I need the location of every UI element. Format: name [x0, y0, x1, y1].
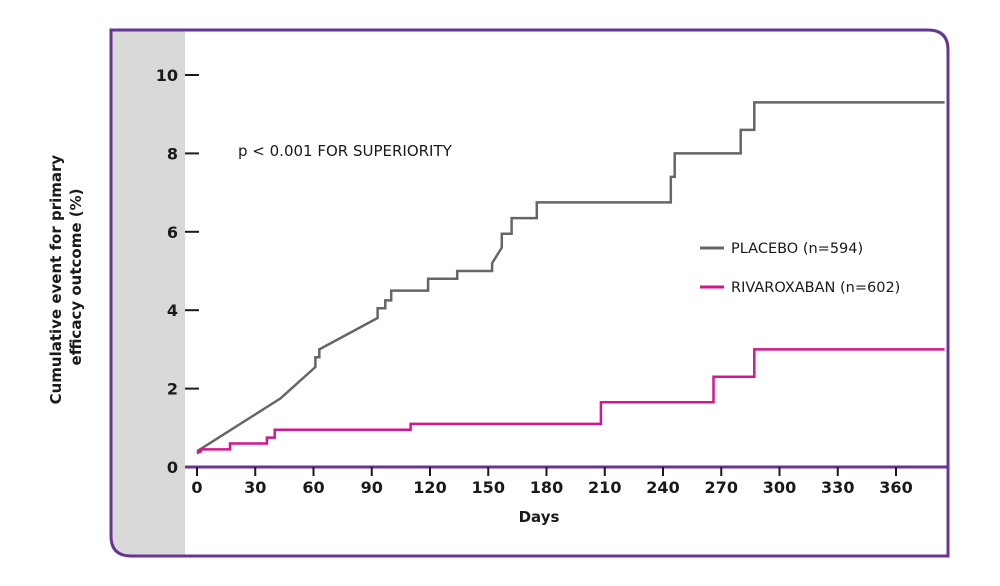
legend: PLACEBO (n=594) RIVAROXABAN (n=602)	[700, 241, 900, 296]
x-tick-label-270: 270	[705, 478, 738, 497]
legend-label-placebo: PLACEBO (n=594)	[731, 241, 863, 257]
x-tick-label-30: 30	[244, 478, 266, 497]
y-tick-label-4: 4	[167, 301, 178, 320]
x-tick-label-60: 60	[302, 478, 324, 497]
y-tick-label-6: 6	[167, 223, 178, 242]
y-tick-label-8: 8	[167, 144, 178, 163]
series-line-rivaroxaban	[196, 348, 945, 455]
x-tick-label-360: 360	[879, 478, 912, 497]
p-value-annotation: p < 0.001 FOR SUPERIORITY	[238, 142, 453, 160]
series-line-placebo	[196, 101, 945, 453]
frame-shade-band	[111, 30, 185, 556]
y-axis-title: Cumulative event for primary efficacy ou…	[47, 150, 85, 405]
x-tick-label-300: 300	[763, 478, 796, 497]
y-tick-label-2: 2	[167, 380, 178, 399]
x-tick-label-120: 120	[413, 478, 446, 497]
chart-frame	[109, 28, 950, 558]
x-tick-label-180: 180	[530, 478, 563, 497]
y-axis-title-line-1: Cumulative event for primary	[47, 155, 65, 405]
series-lines	[196, 101, 945, 455]
y-axis-title-line-2: efficacy outcome (%)	[67, 189, 85, 366]
x-tick-label-0: 0	[191, 478, 202, 497]
legend-label-rivaroxaban: RIVAROXABAN (n=602)	[731, 280, 900, 296]
x-tick-label-330: 330	[821, 478, 854, 497]
y-tick-label-10: 10	[156, 66, 178, 85]
x-axis-title: Days	[519, 508, 560, 526]
x-tick-label-210: 210	[588, 478, 621, 497]
x-tick-label-240: 240	[646, 478, 679, 497]
y-tick-label-0: 0	[167, 458, 178, 477]
x-tick-label-90: 90	[361, 478, 383, 497]
x-axis: 0 30 60 90 120 150 180 210 240 270 300 330 360	[185, 465, 948, 497]
y-axis: 0 2 4 6 8 10	[156, 66, 199, 477]
x-tick-label-150: 150	[472, 478, 505, 497]
